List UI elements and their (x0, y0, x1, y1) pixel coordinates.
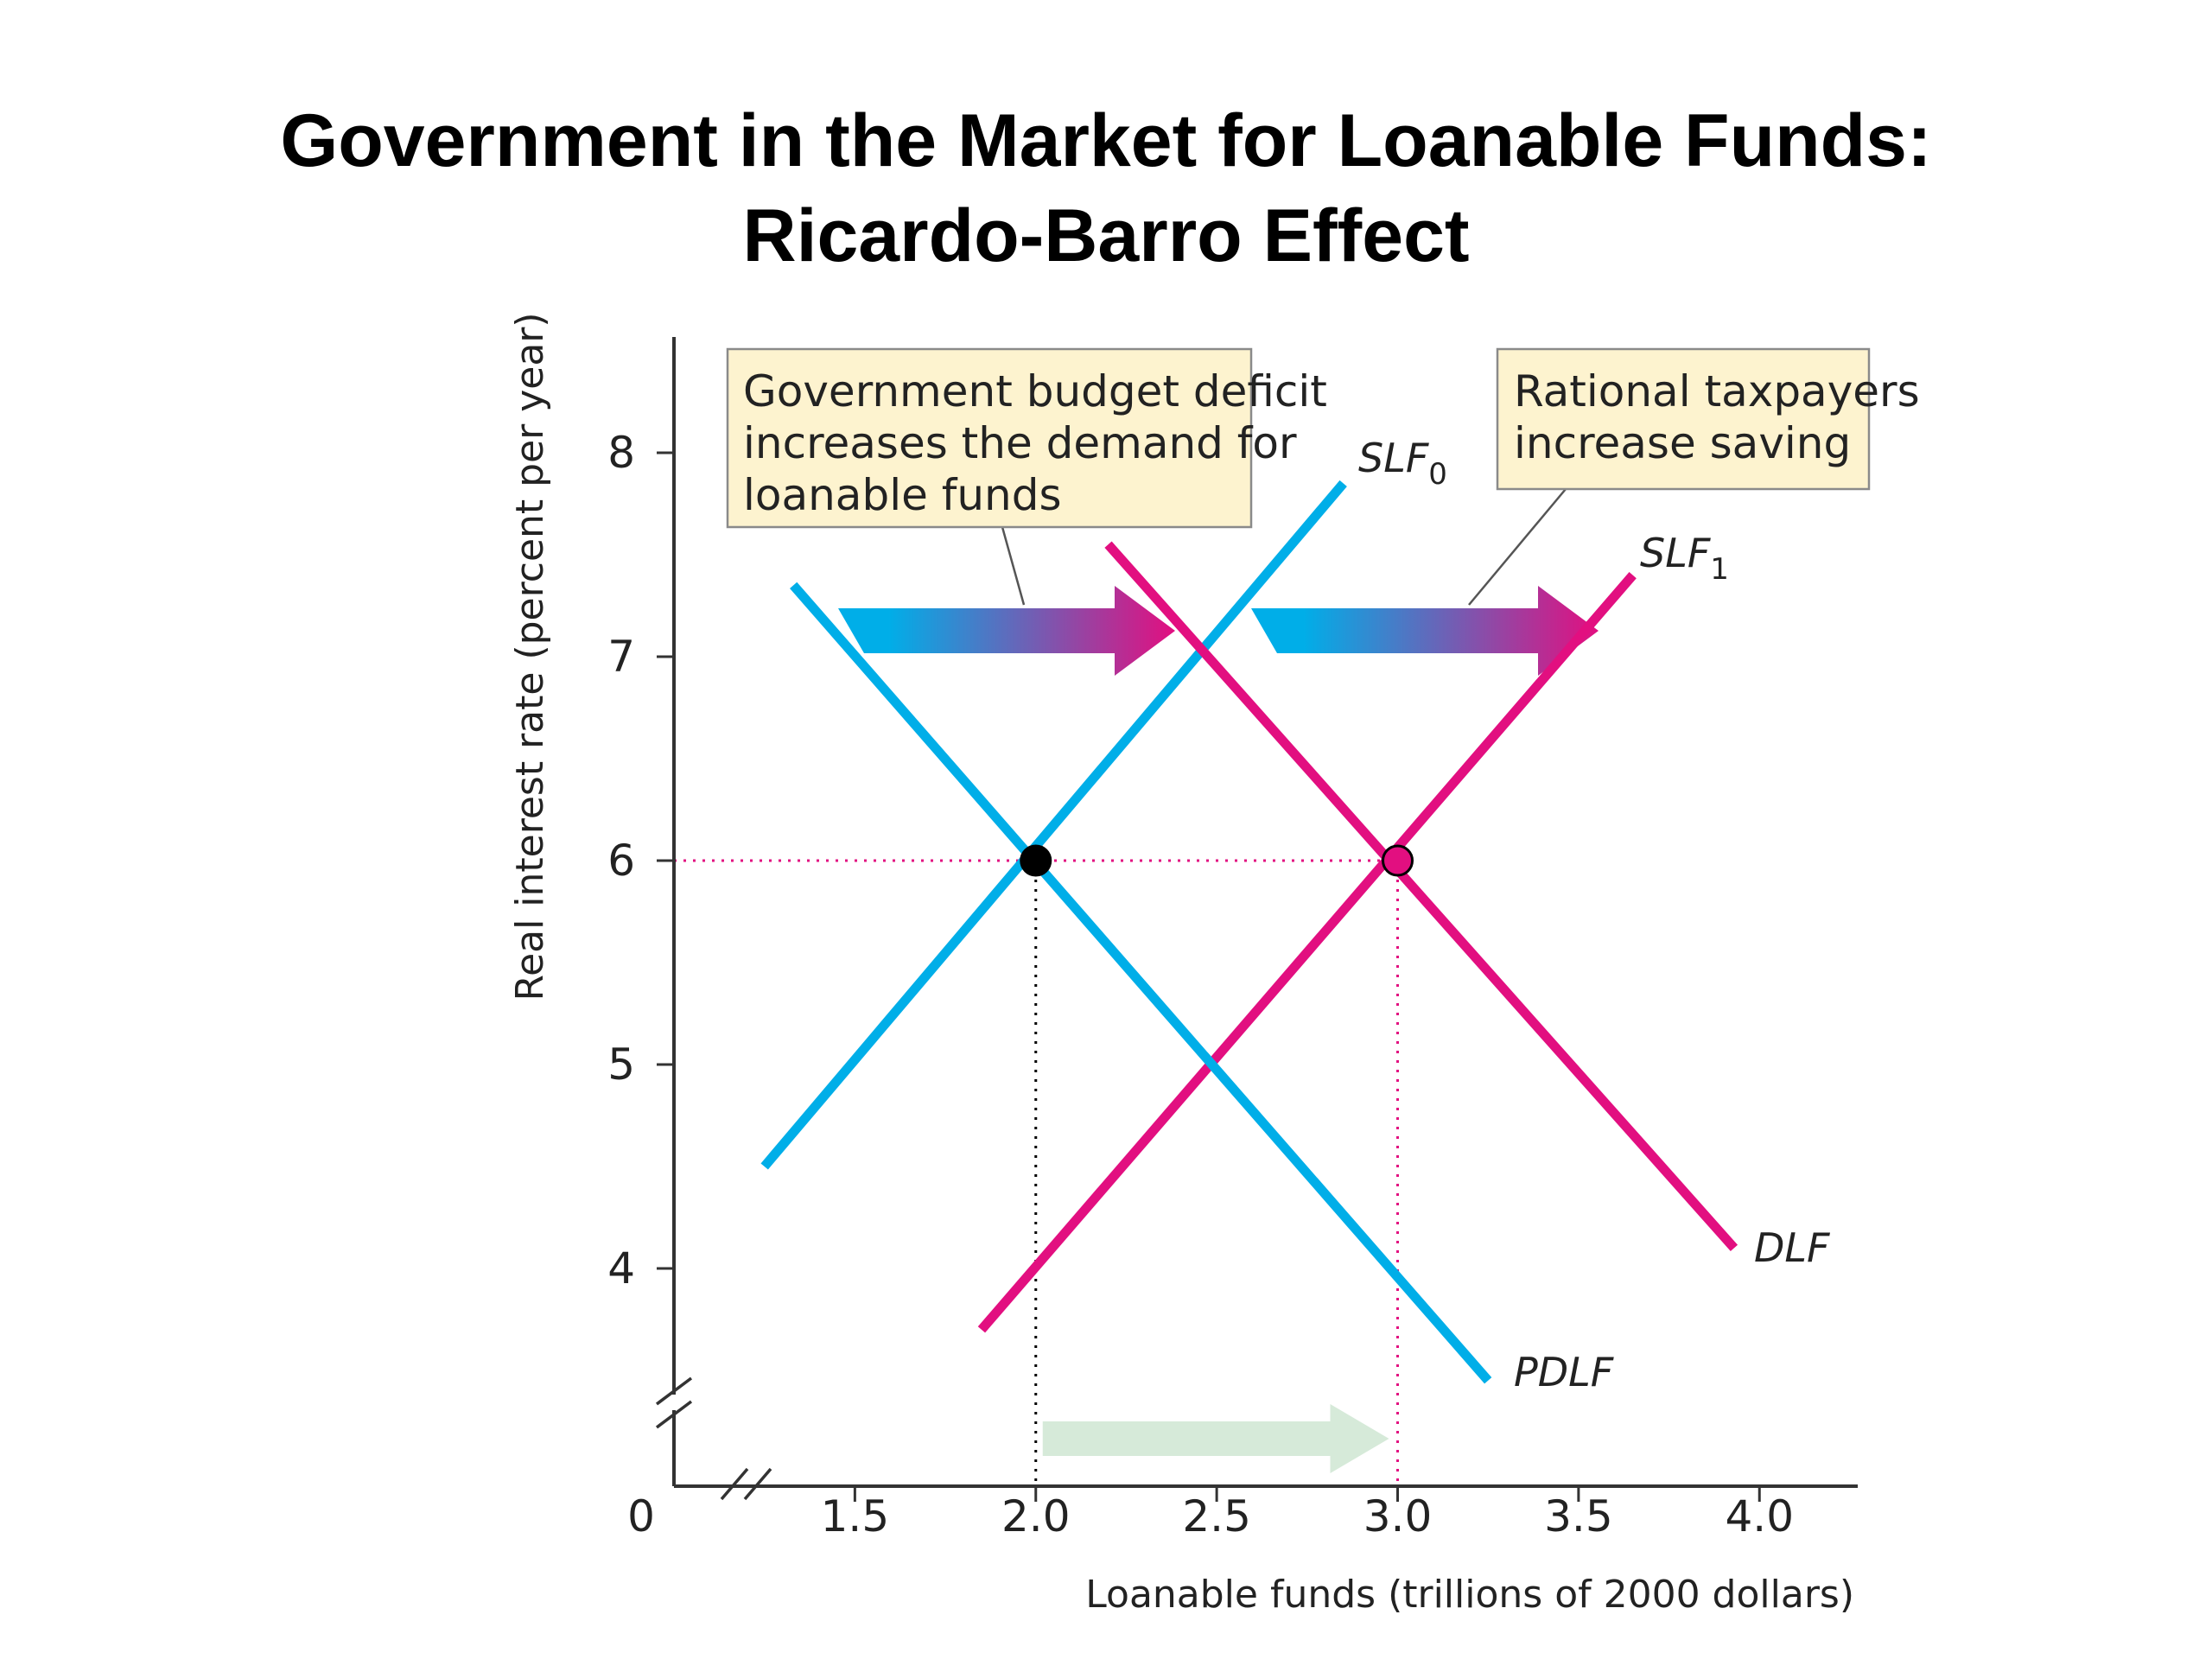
curve-slf1 (977, 572, 1637, 1333)
annotation-leader-line (1001, 526, 1026, 606)
x-tick-label: 3.5 (1544, 1491, 1613, 1541)
x-tick-label: 2.0 (1001, 1491, 1071, 1541)
y-axis-title: Real interest rate (percent per year) (508, 312, 552, 1001)
quantity-increase-arrow (1042, 1404, 1389, 1473)
annotation-text-line: increases the demand for (743, 418, 1297, 468)
y-tick-label: 7 (607, 632, 635, 682)
title-line-2: Ricardo-Barro Effect (742, 194, 1470, 277)
y-tick-label: 8 (607, 428, 635, 478)
curve-label-slf1: SLF1 (1640, 530, 1729, 587)
y-axis-break-mark (655, 1400, 693, 1429)
x-axis-break-mark (720, 1467, 749, 1501)
demand-shift-arrow (838, 586, 1175, 676)
title-line-1: Government in the Market for Loanable Fu… (280, 99, 1932, 182)
y-tick-label: 4 (607, 1243, 635, 1294)
curve-label-pdlf: PDLF (1514, 1349, 1614, 1395)
supply-shift-arrow (1251, 586, 1599, 676)
x-tick-label: 4.0 (1725, 1491, 1794, 1541)
chart-title: Government in the Market for Loanable Fu… (0, 93, 2212, 283)
curve-label-dlf: DLF (1754, 1224, 1830, 1271)
y-tick-label: 5 (607, 1039, 635, 1090)
origin-label: 0 (627, 1491, 655, 1541)
curve-dlf (1104, 541, 1738, 1252)
equilibrium-point (1382, 844, 1414, 877)
annotation-text-line: Rational taxpayers (1514, 366, 1920, 416)
equilibrium-point (1020, 844, 1052, 877)
annotation-text-line: loanable funds (743, 470, 1062, 520)
annotation-box (1496, 347, 1871, 491)
y-axis-break-mark (655, 1376, 693, 1406)
x-tick-label: 1.5 (821, 1491, 890, 1541)
annotation-box (726, 347, 1253, 529)
annotation-leader-line (1468, 488, 1567, 606)
x-tick-label: 3.0 (1363, 1491, 1433, 1541)
y-tick-label: 6 (607, 836, 635, 886)
x-axis-title: Loanable funds (trillions of 2000 dollar… (1085, 1573, 1854, 1617)
curve-pdlf (790, 582, 1492, 1384)
annotation-text-line: increase saving (1514, 418, 1851, 468)
curve-label-slf0: SLF0 (1358, 435, 1447, 492)
x-axis-break-mark (743, 1467, 772, 1501)
x-tick-label: 2.5 (1182, 1491, 1251, 1541)
annotation-text-line: Government budget deficit (743, 366, 1327, 416)
curve-slf0 (760, 480, 1347, 1170)
